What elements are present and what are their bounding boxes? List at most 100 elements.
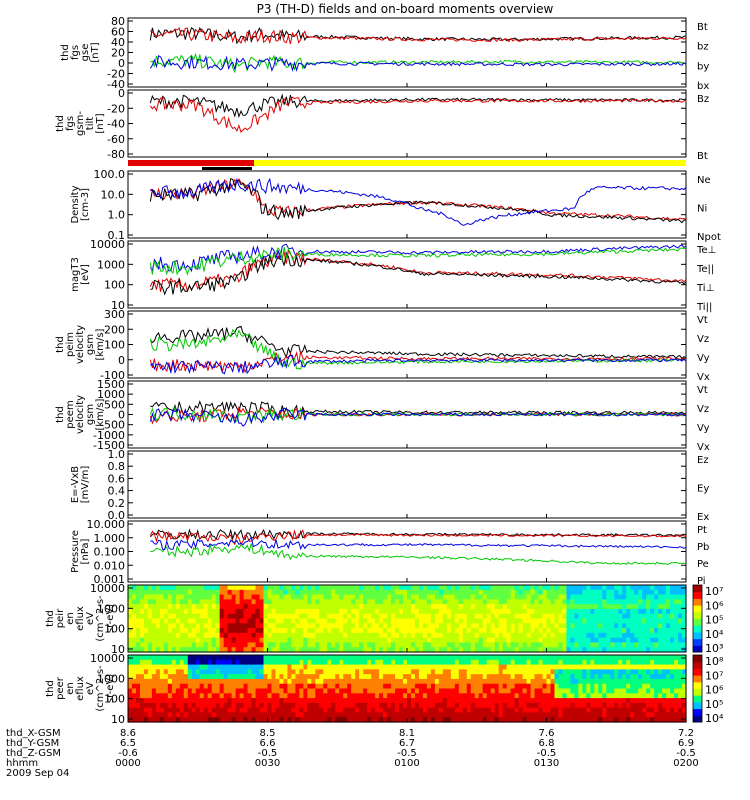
heatmap-cell	[139, 589, 145, 596]
heatmap-cell	[514, 594, 520, 600]
heatmap-cell	[147, 632, 153, 639]
heatmap-cell	[355, 688, 360, 694]
heatmap-cell	[231, 688, 237, 694]
heatmap-cell	[343, 604, 348, 610]
heatmap-cell	[151, 683, 157, 690]
heatmap-cell	[255, 618, 261, 624]
heatmap-cell	[171, 717, 177, 723]
heatmap-cell	[582, 599, 587, 605]
heatmap-cell	[291, 717, 296, 723]
heatmap-cell	[147, 608, 153, 615]
heatmap-cell	[634, 669, 639, 675]
heatmap-cell	[478, 618, 484, 624]
heatmap-cell	[211, 707, 217, 714]
y-axis-label: en	[65, 612, 76, 625]
y-tick-label: 10.0	[101, 188, 126, 201]
heatmap-cell	[642, 717, 647, 723]
heatmap-cell	[614, 683, 619, 690]
heatmap-cell	[658, 707, 663, 714]
heatmap-cell	[486, 623, 492, 629]
heatmap-cell	[187, 712, 193, 718]
heatmap-cell	[279, 647, 285, 653]
heatmap-cell	[231, 659, 237, 666]
heatmap-cell	[259, 647, 265, 653]
heatmap-cell	[646, 628, 651, 634]
heatmap-cell	[446, 655, 452, 661]
heatmap-cell	[474, 664, 480, 670]
colorbar-segment	[693, 668, 702, 676]
heatmap-cell	[275, 683, 281, 690]
heatmap-cell	[622, 688, 627, 694]
heatmap-cell	[446, 678, 452, 685]
legend-vz: Vz	[697, 334, 709, 345]
heatmap-cell	[538, 604, 544, 610]
heatmap-cell	[135, 664, 141, 670]
heatmap-cell	[554, 623, 560, 629]
heatmap-cell	[175, 585, 181, 591]
heatmap-cell	[610, 655, 615, 661]
heatmap-cell	[482, 628, 488, 634]
heatmap-cell	[574, 647, 579, 653]
heatmap-cell	[155, 674, 161, 680]
heatmap-cell	[355, 594, 360, 600]
heatmap-cell	[159, 589, 165, 596]
heatmap-cell	[131, 712, 137, 718]
heatmap-cell	[602, 647, 607, 653]
heatmap-cell	[550, 613, 556, 620]
heatmap-cell	[502, 664, 508, 670]
heatmap-cell	[466, 698, 472, 704]
heatmap-cell	[211, 594, 217, 600]
heatmap-cell	[658, 683, 663, 690]
heatmap-cell	[211, 669, 217, 675]
heatmap-cell	[347, 613, 352, 620]
y-axis-label: eflux	[75, 606, 86, 631]
heatmap-cell	[522, 717, 528, 723]
heatmap-cell	[379, 717, 384, 723]
heatmap-cell	[674, 688, 679, 694]
heatmap-cell	[227, 608, 233, 615]
heatmap-cell	[171, 585, 177, 591]
heatmap-cell	[247, 664, 253, 670]
heatmap-cell	[410, 717, 416, 723]
heatmap-cell	[227, 647, 233, 653]
heatmap-cell	[279, 608, 285, 615]
heatmap-cell	[570, 707, 575, 714]
heatmap-cell	[239, 717, 245, 723]
heatmap-cell	[470, 674, 476, 680]
heatmap-cell	[450, 655, 456, 661]
colorbar-segment	[693, 605, 702, 613]
heatmap-cell	[283, 613, 289, 620]
heatmap-cell	[319, 698, 324, 704]
heatmap-cell	[562, 683, 568, 690]
heatmap-cell	[598, 599, 603, 605]
heatmap-cell	[355, 707, 360, 714]
footer-value: 0000	[115, 758, 140, 769]
heatmap-cell	[227, 698, 233, 704]
heatmap-cell	[271, 604, 277, 610]
heatmap-cell	[598, 688, 603, 694]
heatmap-cell	[430, 628, 436, 634]
heatmap-cell	[566, 655, 572, 661]
heatmap-cell	[646, 585, 651, 591]
heatmap-cell	[582, 693, 587, 699]
heatmap-cell	[295, 589, 300, 596]
heatmap-cell	[235, 637, 241, 644]
heatmap-cell	[315, 642, 320, 648]
heatmap-cell	[570, 613, 575, 620]
heatmap-cell	[666, 608, 671, 615]
heatmap-cell	[618, 664, 623, 670]
heatmap-cell	[630, 698, 635, 704]
heatmap-cell	[670, 585, 675, 591]
heatmap-cell	[530, 659, 536, 666]
heatmap-cell	[610, 664, 615, 670]
legend-bt: Bt	[697, 151, 708, 162]
heatmap-cell	[618, 712, 623, 718]
heatmap-cell	[410, 613, 416, 620]
heatmap-cell	[191, 664, 197, 670]
heatmap-cell	[522, 623, 528, 629]
heatmap-cell	[291, 608, 296, 615]
heatmap-cell	[490, 604, 496, 610]
heatmap-cell	[387, 618, 392, 624]
heatmap-cell	[450, 664, 456, 670]
heatmap-cell	[634, 659, 639, 666]
